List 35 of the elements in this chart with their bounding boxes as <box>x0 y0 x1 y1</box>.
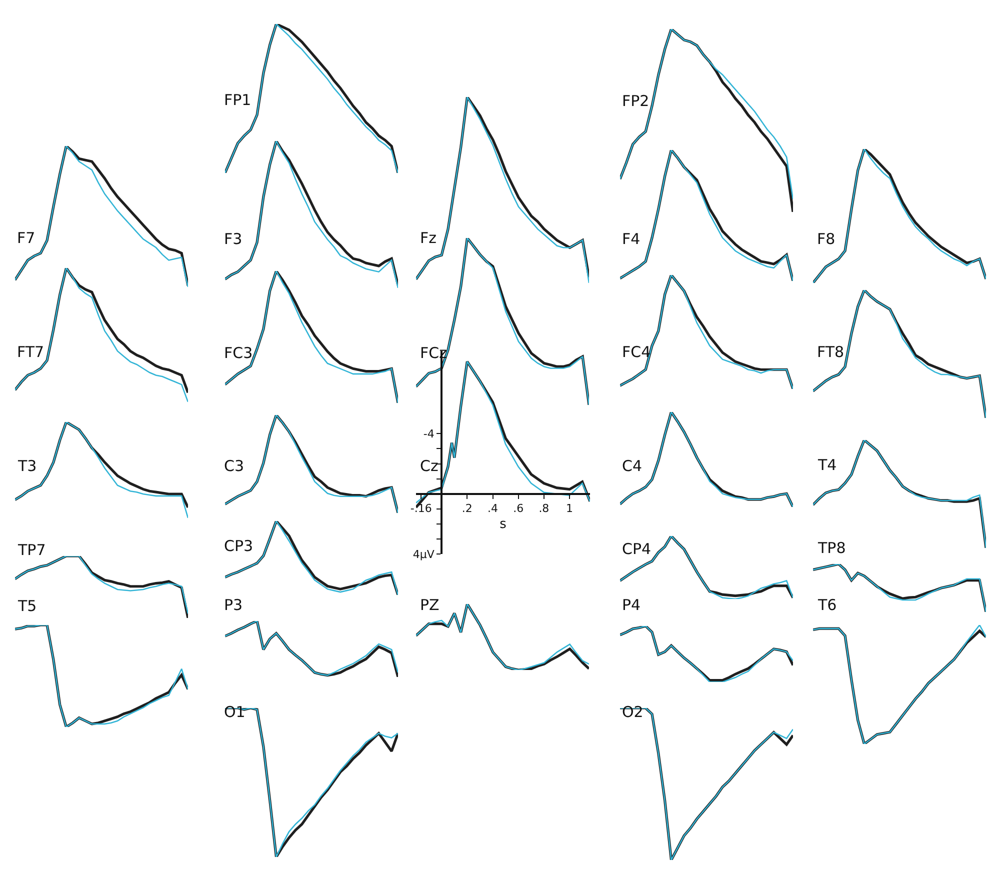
chart-title: P3 <box>224 596 243 614</box>
chart-title: T5 <box>17 596 37 614</box>
text: F7 <box>17 229 36 247</box>
text: FT8 <box>817 343 844 361</box>
text: F4 <box>622 230 640 248</box>
x-tick-label: .2 <box>462 502 472 515</box>
text: F8 <box>817 230 836 248</box>
x-tick-label: 1 <box>566 502 574 515</box>
text: FP2 <box>622 92 650 110</box>
text: F3 <box>224 230 242 248</box>
chart-title: P4 <box>622 596 641 614</box>
text: Cz <box>420 456 438 474</box>
chart-title: O1 <box>224 703 246 721</box>
text: FP1 <box>224 91 252 109</box>
text: T3 <box>17 456 37 474</box>
text: FC3 <box>224 344 253 362</box>
text: C4 <box>622 456 642 474</box>
chart-title: CP4 <box>622 540 652 558</box>
chart-title: TP7 <box>17 540 46 558</box>
y-tick-label: -4 <box>423 427 434 440</box>
chart-title: TP8 <box>817 538 846 556</box>
x-tick-label: .6 <box>513 502 524 515</box>
chart-title: T6 <box>817 596 837 614</box>
text: Fz <box>420 229 437 247</box>
text: FT7 <box>17 343 44 361</box>
text: T4 <box>817 456 837 474</box>
x-tick-label: .4 <box>488 502 498 515</box>
y-tick-label: 4μV <box>412 547 435 560</box>
x-tick-label: -.16 <box>410 502 432 515</box>
chart-title: PZ <box>420 596 440 614</box>
x-tick-label: .8 <box>538 502 550 515</box>
text: C3 <box>224 456 244 474</box>
chart-title: O2 <box>622 703 644 721</box>
x-axis-title: s <box>500 516 507 532</box>
text: CP3 <box>224 536 254 554</box>
